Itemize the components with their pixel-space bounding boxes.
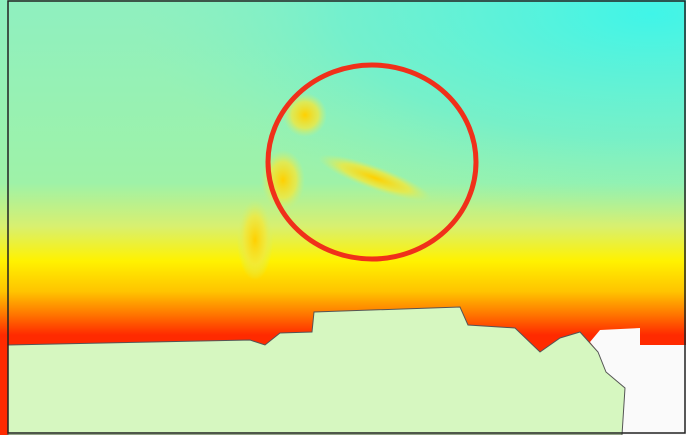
- page: (() => { const data = JSON.parse(documen…: [0, 0, 686, 435]
- cyan-zone: [0, 0, 686, 280]
- map-view: [0, 0, 686, 435]
- hot-spot: [237, 200, 273, 280]
